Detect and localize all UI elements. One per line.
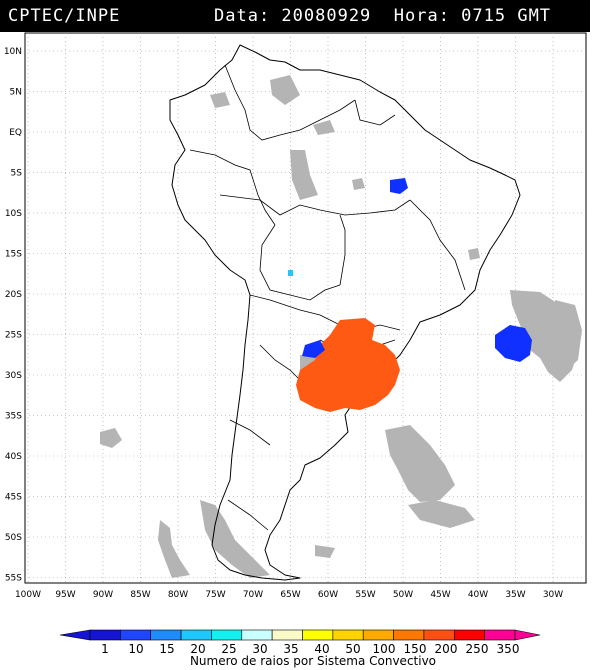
map-grid bbox=[25, 33, 586, 583]
colorbar-label: 350 bbox=[497, 642, 520, 656]
datetime-label: Data: 20080929 Hora: 0715 GMT bbox=[214, 6, 552, 26]
country-borders bbox=[189, 64, 466, 531]
lat-label: 35S bbox=[5, 412, 22, 422]
lon-label: 85W bbox=[130, 590, 150, 600]
map-header: CPTEC/INPE Data: 20080929 Hora: 0715 GMT bbox=[0, 0, 590, 32]
low-activity-dot bbox=[288, 270, 293, 276]
lat-label: 30S bbox=[5, 371, 22, 381]
longitude-labels: 100W 95W 90W 85W 80W 75W 70W 65W 60W 55W 50W 45W 40W… bbox=[15, 590, 563, 600]
lon-label: 40W bbox=[468, 590, 488, 600]
lat-label: 5N bbox=[10, 88, 22, 98]
lat-label: 5S bbox=[11, 169, 23, 179]
colorbar-label: 40 bbox=[314, 642, 329, 656]
colorbar-label: 50 bbox=[345, 642, 360, 656]
lon-label: 45W bbox=[430, 590, 450, 600]
lat-label: EQ bbox=[9, 128, 22, 138]
colorbar-title: Numero de raios por Sistema Convectivo bbox=[190, 654, 436, 668]
lat-label: 45S bbox=[5, 493, 22, 503]
lat-label: 25S bbox=[5, 331, 22, 341]
colorbar-segment bbox=[423, 629, 455, 641]
lon-label: 90W bbox=[93, 590, 113, 600]
lat-label: 10S bbox=[5, 209, 22, 219]
continent-outline bbox=[169, 44, 521, 581]
colorbar-label: 1 bbox=[101, 642, 109, 656]
colorbar-label: 25 bbox=[221, 642, 236, 656]
colorbar-left-arrow bbox=[59, 629, 91, 641]
colorbar-segment bbox=[362, 629, 394, 641]
colorbar-label: 100 bbox=[373, 642, 396, 656]
lon-label: 95W bbox=[55, 590, 75, 600]
lon-label: 50W bbox=[393, 590, 413, 600]
colorbar-right-arrow bbox=[514, 629, 541, 641]
lat-label: 20S bbox=[5, 290, 22, 300]
map-frame bbox=[24, 32, 587, 584]
colorbar-label: 200 bbox=[435, 642, 458, 656]
lon-label: 35W bbox=[505, 590, 525, 600]
colorbar-segment bbox=[180, 629, 212, 641]
colorbar-label: 35 bbox=[283, 642, 298, 656]
colorbar-label: 30 bbox=[252, 642, 267, 656]
colorbar-segment bbox=[89, 629, 121, 641]
lat-label: 50S bbox=[5, 533, 22, 543]
low-activity-regions bbox=[302, 178, 532, 362]
lon-label: 30W bbox=[543, 590, 563, 600]
colorbar-label: 15 bbox=[159, 642, 174, 656]
lon-label: 80W bbox=[168, 590, 188, 600]
lat-label: 40S bbox=[5, 452, 22, 462]
lon-label: 100W bbox=[15, 590, 41, 600]
lat-label: 10N bbox=[4, 47, 22, 57]
high-activity-region bbox=[296, 318, 400, 412]
colorbar: 1 10 15 20 25 30 35 40 50 100 150 200 250 350 bbox=[59, 629, 541, 656]
colorbar-segment bbox=[453, 629, 485, 641]
cloud-cover bbox=[100, 75, 582, 578]
colorbar-segment bbox=[484, 629, 516, 641]
lon-label: 75W bbox=[205, 590, 225, 600]
lon-label: 70W bbox=[243, 590, 263, 600]
lon-label: 60W bbox=[318, 590, 338, 600]
lon-label: 65W bbox=[280, 590, 300, 600]
source-label: CPTEC/INPE bbox=[8, 6, 121, 26]
latitude-labels: 10N 5N EQ 5S 10S 15S 20S 25S 30S 35S 40S 45S 50S 55S bbox=[4, 47, 22, 584]
colorbar-label: 10 bbox=[128, 642, 143, 656]
colorbar-segment bbox=[211, 629, 243, 641]
colorbar-segment bbox=[241, 629, 273, 641]
lon-label: 55W bbox=[355, 590, 375, 600]
colorbar-segment bbox=[150, 629, 182, 641]
colorbar-label: 150 bbox=[404, 642, 427, 656]
colorbar-segment bbox=[332, 629, 364, 641]
colorbar-label: 20 bbox=[190, 642, 205, 656]
lat-label: 15S bbox=[5, 250, 22, 260]
colorbar-segment bbox=[271, 629, 303, 641]
colorbar-segment bbox=[120, 629, 152, 641]
colorbar-segment bbox=[302, 629, 334, 641]
colorbar-segment bbox=[393, 629, 425, 641]
colorbar-label: 250 bbox=[466, 642, 489, 656]
lat-label: 55S bbox=[5, 574, 22, 584]
